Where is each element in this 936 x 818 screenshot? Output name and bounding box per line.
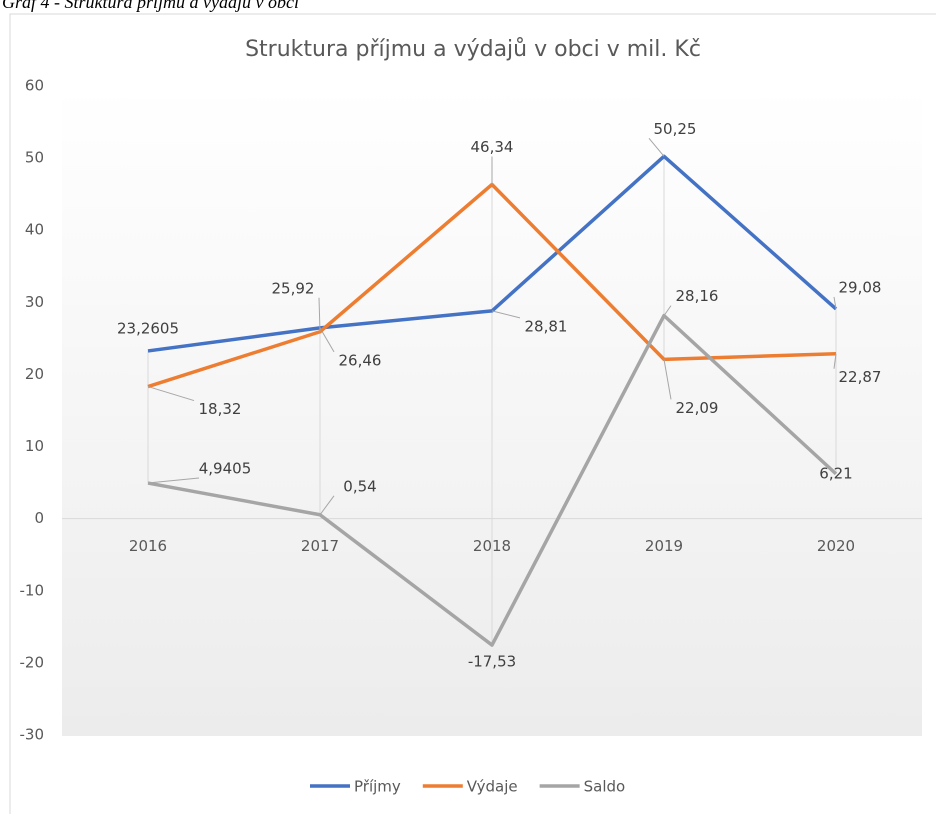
leader-line bbox=[318, 297, 321, 332]
leader-line bbox=[833, 296, 837, 310]
y-tick-label: 20 bbox=[25, 365, 44, 383]
series-line bbox=[147, 182, 837, 389]
data-label: 22,09 bbox=[676, 399, 719, 417]
data-label: 22,87 bbox=[839, 368, 882, 386]
x-tick-label: 2020 bbox=[817, 537, 855, 555]
data-label: 18,32 bbox=[199, 400, 242, 418]
x-tick-label: 2016 bbox=[129, 537, 167, 555]
data-label: 28,81 bbox=[525, 317, 568, 335]
data-label: 25,92 bbox=[272, 279, 315, 297]
data-label: -17,53 bbox=[468, 653, 516, 671]
data-label: 28,16 bbox=[676, 287, 719, 305]
legend-label: Výdaje bbox=[467, 778, 518, 796]
y-tick-label: -20 bbox=[20, 653, 45, 671]
y-tick-label: 40 bbox=[25, 221, 44, 239]
leader-line bbox=[147, 386, 195, 402]
y-tick-label: 10 bbox=[25, 437, 44, 455]
leader-line bbox=[491, 310, 521, 319]
data-label: 23,2605 bbox=[117, 319, 179, 337]
leader-line bbox=[147, 477, 200, 484]
caption: Graf 4 - Struktura příjmu a výdajů v obc… bbox=[2, 0, 299, 12]
leader-line bbox=[663, 305, 672, 316]
x-tick-label: 2017 bbox=[301, 537, 339, 555]
legend-label: Příjmy bbox=[354, 778, 401, 796]
data-label: 4,9405 bbox=[199, 460, 252, 478]
data-label: 50,25 bbox=[654, 120, 697, 138]
legend-label: Saldo bbox=[584, 778, 626, 796]
series-line bbox=[147, 313, 838, 647]
y-tick-label: 60 bbox=[25, 77, 44, 95]
y-tick-label: 0 bbox=[34, 509, 44, 527]
data-label: 6,21 bbox=[819, 464, 852, 482]
data-label: 29,08 bbox=[839, 278, 882, 296]
y-tick-label: -30 bbox=[20, 726, 45, 744]
leader-line bbox=[663, 359, 672, 400]
leader-line bbox=[833, 353, 837, 369]
y-tick-label: 30 bbox=[25, 293, 44, 311]
leader-line bbox=[648, 137, 665, 157]
y-tick-label: -10 bbox=[20, 581, 45, 599]
chart-title: Struktura příjmu a výdajů v obci v mil. … bbox=[245, 37, 701, 62]
y-tick-label: 50 bbox=[25, 149, 44, 167]
data-label: 26,46 bbox=[339, 351, 382, 369]
data-label: 0,54 bbox=[343, 477, 376, 495]
leader-line bbox=[319, 495, 335, 516]
x-tick-label: 2019 bbox=[645, 537, 683, 555]
data-label: 46,34 bbox=[471, 138, 514, 156]
